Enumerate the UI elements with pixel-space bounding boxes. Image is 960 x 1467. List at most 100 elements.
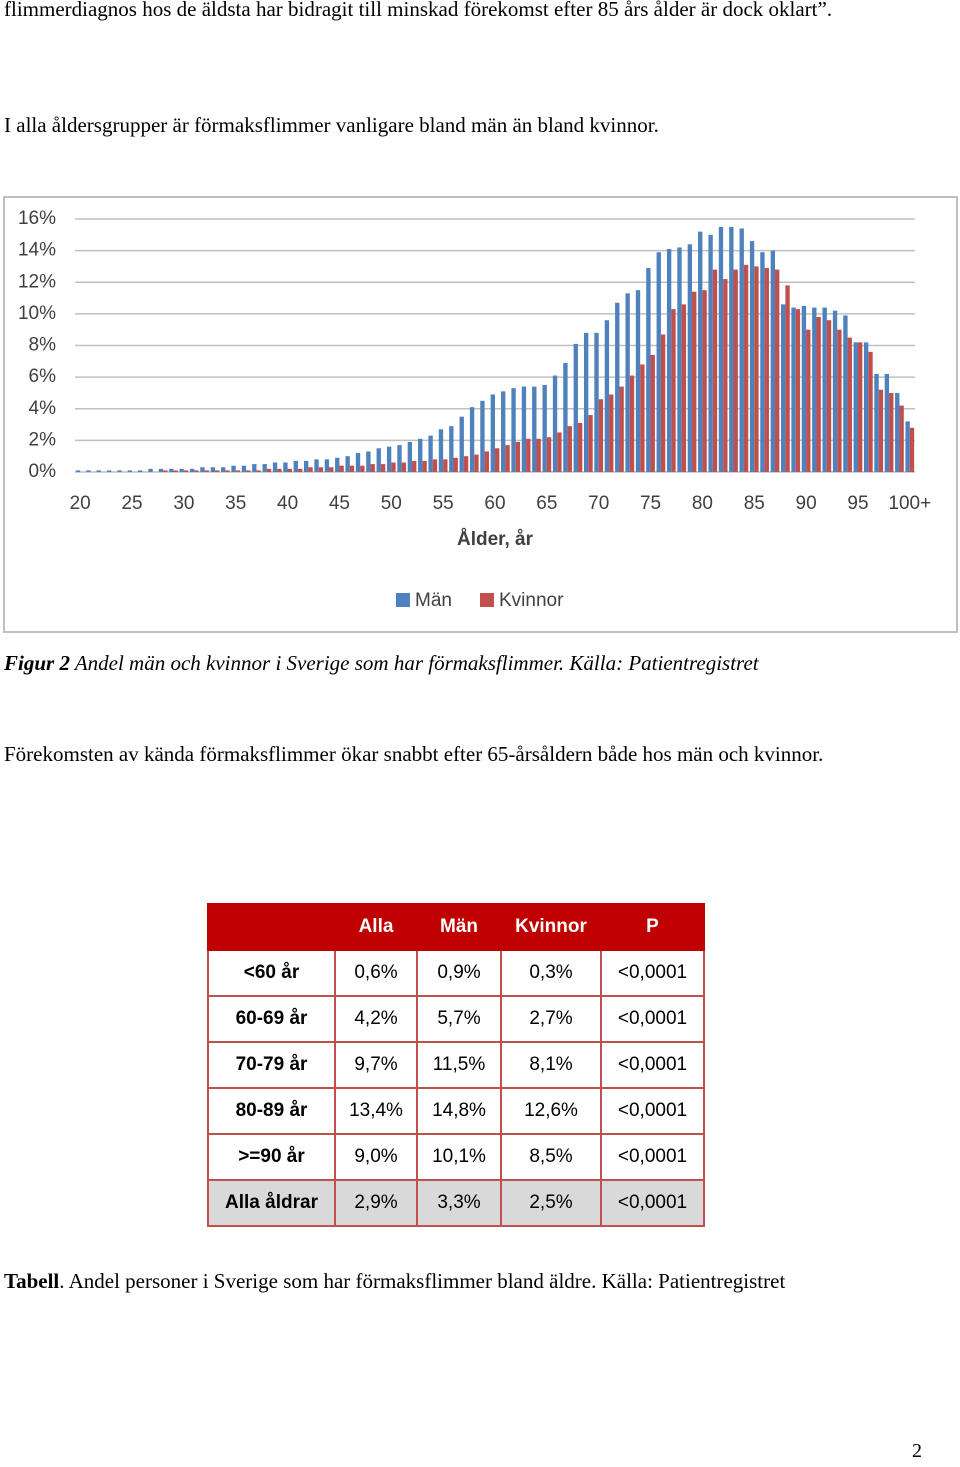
bar [391, 462, 396, 472]
bar [646, 268, 651, 472]
table-row: 70-79 år 9,7% 11,5% 8,1% <0,0001 [207, 1041, 705, 1089]
bar [656, 252, 661, 472]
table-row: Alla åldrar 2,9% 3,3% 2,5% <0,0001 [207, 1179, 705, 1227]
table-cell: <0,0001 [600, 995, 705, 1043]
caption-text: Andel män och kvinnor i Sverige som har … [69, 651, 759, 675]
x-tick-label: 50 [381, 493, 402, 514]
bar [770, 250, 775, 472]
caption-label: Figur 2 [4, 651, 70, 675]
table-cell: <60 år [207, 949, 336, 997]
bar [826, 320, 832, 472]
bar [812, 307, 817, 472]
table-cell: 2,9% [334, 1179, 418, 1227]
table-row: >=90 år 9,0% 10,1% 8,5% <0,0001 [207, 1133, 705, 1181]
bar [335, 457, 340, 472]
header-cell: Alla [334, 903, 418, 951]
bar [308, 467, 313, 472]
legend-label: Män [415, 590, 452, 611]
header-cell: P [600, 903, 705, 951]
bar [432, 459, 438, 472]
bar [272, 462, 278, 472]
bar [158, 468, 164, 472]
bar [215, 470, 220, 472]
header-row: Alla Män Kvinnor P [207, 903, 705, 951]
bar [194, 470, 199, 472]
table-cell: 5,7% [416, 995, 502, 1043]
bar [386, 446, 392, 472]
bar [801, 305, 807, 472]
bar [366, 451, 371, 472]
header-cell [207, 903, 336, 951]
bar [505, 445, 510, 472]
bar [349, 465, 355, 472]
bar [905, 421, 910, 472]
bar [899, 405, 904, 472]
x-tick-label: 25 [121, 493, 142, 514]
bar [412, 460, 417, 472]
bar [884, 373, 890, 472]
y-tick-label: 2% [29, 429, 57, 450]
bar [173, 470, 178, 472]
bar [546, 437, 552, 472]
bar [463, 456, 469, 472]
x-tick-label: 65 [536, 493, 557, 514]
bar [625, 293, 630, 472]
bar [775, 269, 780, 472]
bar [221, 467, 226, 472]
bar [106, 470, 112, 472]
bar [438, 429, 444, 472]
bar [743, 264, 749, 472]
bar [671, 309, 676, 472]
bar [526, 438, 531, 472]
bar [200, 467, 205, 472]
bar [733, 269, 738, 472]
table-cell: 8,5% [500, 1133, 602, 1181]
bar [895, 392, 900, 472]
bar [536, 438, 541, 472]
table-cell: 2,7% [500, 995, 602, 1043]
table-cell: 3,3% [416, 1179, 502, 1227]
bar [594, 332, 599, 472]
table-cell: 14,8% [416, 1087, 502, 1135]
bar [329, 467, 334, 472]
bar [754, 266, 759, 472]
bar [127, 470, 133, 472]
bar [573, 343, 578, 472]
bar [252, 464, 257, 472]
chart: Ålder, år 0% 2% 4% 6% 8% 10% 12% 14% 16% 20 25 30 35… [3, 196, 958, 633]
bar [511, 388, 516, 472]
table-cell: <0,0001 [600, 1087, 705, 1135]
bar [183, 470, 189, 472]
bar [666, 249, 672, 472]
bar [843, 315, 848, 472]
bar [287, 468, 292, 472]
y-tick-label: 8% [29, 335, 57, 356]
bar [241, 465, 247, 472]
bar [293, 460, 298, 472]
bar [303, 460, 309, 472]
x-tick-label: 85 [744, 493, 765, 514]
y-tick-label: 6% [29, 366, 57, 387]
bar [619, 386, 624, 472]
bar [449, 426, 454, 472]
bar [397, 445, 402, 472]
table-cell: <0,0001 [600, 1179, 705, 1227]
bar [542, 385, 547, 472]
table-cell: 80-89 år [207, 1087, 336, 1135]
bar [635, 290, 641, 472]
x-tick-label: 30 [173, 493, 194, 514]
x-tick-label: 75 [640, 493, 661, 514]
bar [163, 470, 168, 472]
bar [407, 441, 413, 472]
bar [677, 247, 682, 472]
bar [692, 291, 697, 472]
bar [283, 462, 288, 472]
paragraph: flimmerdiagnos hos de äldsta har bidragi… [4, 0, 833, 21]
bar [563, 362, 568, 472]
bar [501, 391, 506, 472]
bar [863, 342, 869, 472]
table-cell: <0,0001 [600, 1133, 705, 1181]
x-tick-label: 20 [70, 493, 91, 514]
paragraph: Förekomsten av kända förmaksflimmer ökar… [4, 742, 824, 766]
bar [277, 468, 282, 472]
